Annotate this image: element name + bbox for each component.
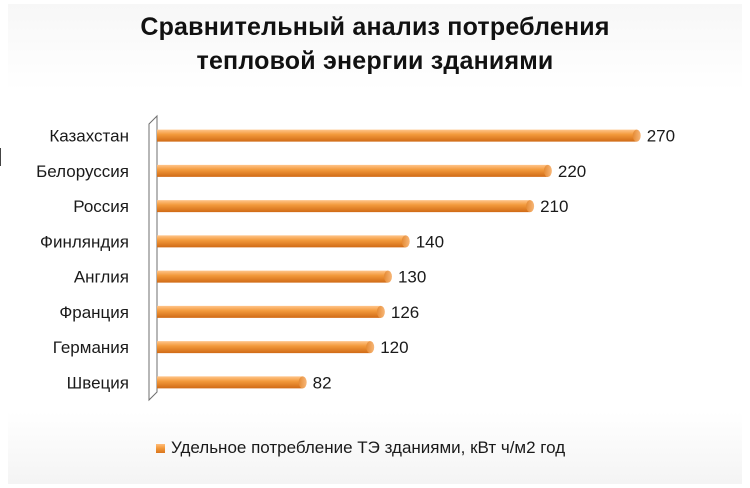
data-label: 126 <box>391 303 419 322</box>
bar-body <box>157 305 381 318</box>
data-label: 130 <box>398 268 426 287</box>
data-label: 270 <box>647 127 675 146</box>
bar <box>157 235 410 248</box>
bar-cap <box>526 200 535 213</box>
data-label: 220 <box>558 162 586 181</box>
axis-wall <box>148 114 158 402</box>
bar-body <box>157 341 371 354</box>
legend-label: Удельное потребление ТЭ зданиями, кВт ч/… <box>171 438 566 457</box>
bars <box>157 129 641 389</box>
bar <box>157 341 375 354</box>
bar-body <box>157 129 637 142</box>
bar-cap <box>543 164 552 177</box>
bar-cap <box>383 270 392 283</box>
bar-cap <box>298 376 307 389</box>
category-tick-label: Россия <box>73 197 129 216</box>
bar <box>157 305 385 318</box>
edge-tick <box>0 148 1 166</box>
bar-cap <box>366 341 375 354</box>
bar <box>157 200 535 213</box>
bar-body <box>157 200 531 213</box>
category-tick-label: Англия <box>74 268 129 287</box>
labels: Казахстан 270 Белоруссия 220 Россия 210 Финлян… <box>36 127 675 393</box>
data-label: 82 <box>313 373 332 392</box>
bar <box>157 376 307 389</box>
data-label: 140 <box>416 232 444 251</box>
category-tick-label: Белоруссия <box>36 162 129 181</box>
bar-cap <box>632 129 641 142</box>
bar <box>157 129 641 142</box>
bar <box>157 270 392 283</box>
category-tick-label: Швеция <box>67 373 129 392</box>
category-tick-label: Финляндия <box>40 232 129 251</box>
legend-swatch <box>156 443 165 453</box>
category-axis <box>148 114 158 402</box>
chart-title-line-1: Сравнительный анализ потребления <box>140 13 610 41</box>
bar-cap <box>401 235 410 248</box>
category-tick-label: Казахстан <box>49 127 129 146</box>
bar-body <box>157 270 388 283</box>
data-label: 210 <box>540 197 568 216</box>
chart-title-line-2: тепловой энергии зданиями <box>196 47 554 75</box>
bar-body <box>157 235 406 248</box>
legend: Удельное потребление ТЭ зданиями, кВт ч/… <box>156 438 565 458</box>
data-label: 120 <box>380 338 408 357</box>
category-tick-label: Германия <box>53 338 129 357</box>
bar-cap <box>376 305 385 318</box>
bar-body <box>157 164 548 177</box>
category-tick-label: Франция <box>59 303 129 322</box>
bar <box>157 164 552 177</box>
chart-title: Сравнительный анализ потребления теплово… <box>0 10 750 78</box>
bar-body <box>157 376 303 389</box>
